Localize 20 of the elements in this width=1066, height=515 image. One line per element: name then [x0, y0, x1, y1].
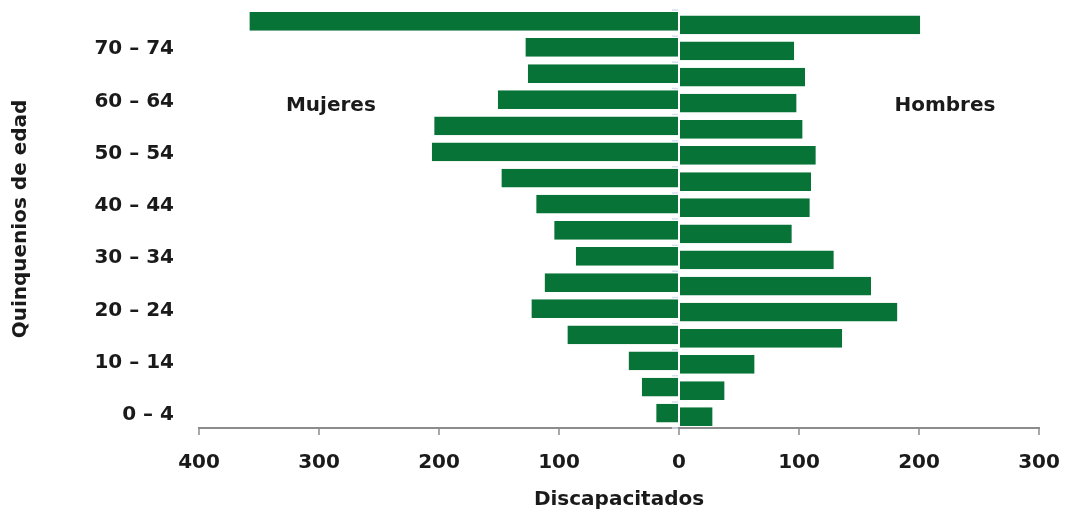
y-tick-label: 50 – 54 — [94, 139, 174, 164]
x-tick-label: 300 — [298, 449, 340, 474]
y-tick-label: 20 – 24 — [94, 296, 174, 321]
x-tick-label: 0 — [672, 449, 686, 474]
x-axis-title: Discapacitados — [533, 486, 705, 511]
text: Mujeres — [285, 92, 376, 117]
x-tick-label: 400 — [178, 449, 220, 474]
y-tick-label: 30 – 34 — [94, 244, 174, 269]
y-tick-label: 40 – 44 — [94, 192, 174, 217]
y-tick-label: 70 – 74 — [94, 35, 174, 60]
x-tick-label: 200 — [898, 449, 940, 474]
y-axis-title: Quinquenios de edad — [7, 99, 32, 339]
y-tick-label: 10 – 14 — [94, 348, 174, 373]
x-tick-label: 100 — [538, 449, 580, 474]
x-tick-label: 100 — [778, 449, 820, 474]
x-tick-label: 200 — [418, 449, 460, 474]
y-tick-label: 0 – 4 — [122, 401, 174, 426]
y-tick-label: 60 – 64 — [94, 87, 174, 112]
text: Hombres — [894, 92, 996, 117]
x-tick-label: 300 — [1018, 449, 1060, 474]
